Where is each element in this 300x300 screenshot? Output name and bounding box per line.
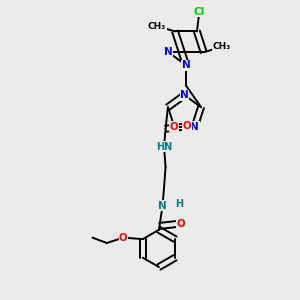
Text: O: O [119, 232, 128, 243]
Text: CH₃: CH₃ [213, 42, 231, 51]
Text: O: O [177, 218, 185, 229]
Text: HN: HN [156, 142, 172, 152]
Text: CH₃: CH₃ [148, 22, 166, 31]
Text: N: N [158, 200, 167, 211]
Text: O: O [170, 122, 178, 132]
Text: N: N [182, 60, 190, 70]
Text: N: N [180, 90, 189, 100]
Text: N: N [164, 47, 173, 57]
Text: O: O [183, 121, 191, 131]
Text: H: H [175, 199, 183, 209]
Text: N: N [190, 122, 199, 132]
Text: Cl: Cl [194, 7, 205, 17]
